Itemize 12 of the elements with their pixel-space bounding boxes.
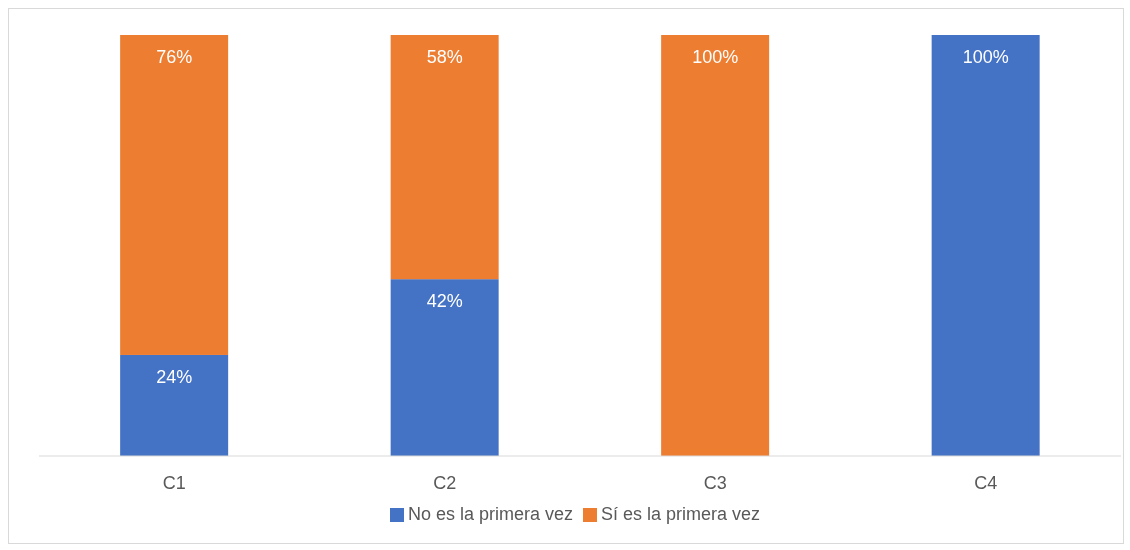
x-tick-label: C2 <box>433 472 457 493</box>
x-tick-label: C3 <box>703 472 727 493</box>
legend-label: Sí es la primera vez <box>601 504 761 524</box>
x-tick-label: C1 <box>162 472 186 493</box>
data-label: 58% <box>426 47 463 67</box>
legend-label: No es la primera vez <box>407 504 573 524</box>
data-label: 100% <box>962 47 1009 67</box>
data-label: 100% <box>692 47 739 67</box>
data-label: 24% <box>156 366 193 387</box>
data-label: 42% <box>426 291 463 312</box>
x-tick-label: C4 <box>974 472 998 493</box>
data-label: 76% <box>156 47 193 67</box>
